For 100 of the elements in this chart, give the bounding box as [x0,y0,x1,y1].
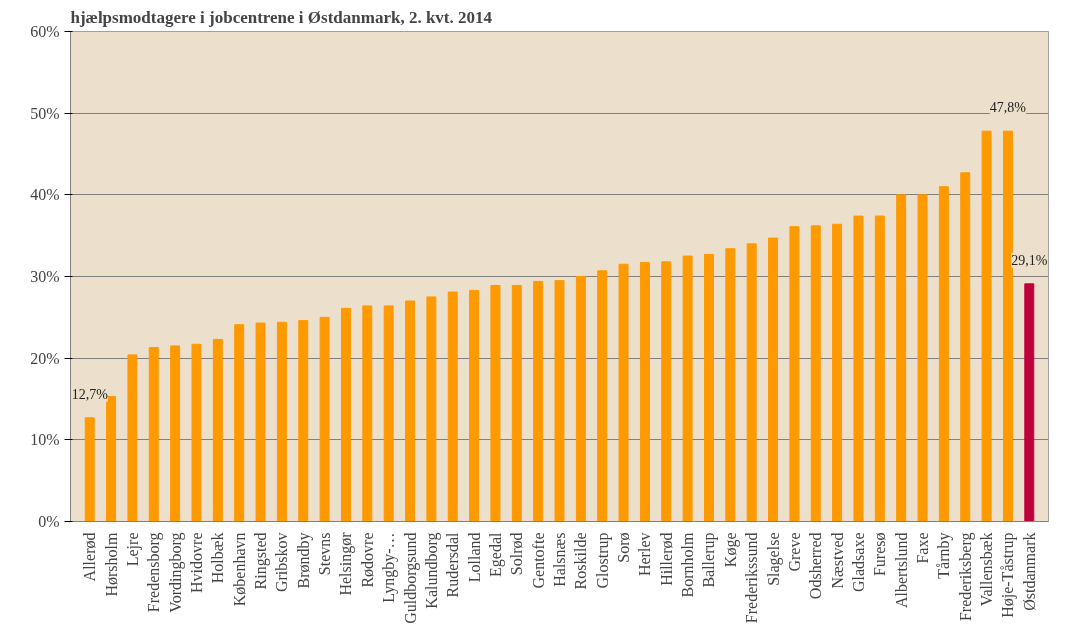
bar [768,237,779,522]
bar [469,289,480,522]
bar [938,186,949,522]
x-tick-label: Frederikssund [743,532,761,624]
x-tick-label: Lolland [465,532,483,583]
bar [554,280,565,522]
bar [703,253,714,522]
x-tick-label: Gladsaxe [849,532,867,593]
bar [810,225,821,522]
bar [960,172,971,522]
bar [874,215,885,522]
x-tick-label: Hillerød [657,532,675,586]
y-tick-label: 0% [38,513,60,530]
x-tick-label: Brøndby [294,532,313,589]
bar [661,261,672,522]
x-tick-label: Østdanmark [1020,532,1038,611]
bar [981,130,992,522]
x-tick-label: Sorø [615,532,633,563]
x-tick-label: Lyngby-… [380,532,399,603]
x-tick-label: Furesø [871,532,889,577]
bar [319,316,330,522]
bar [746,243,757,522]
x-tick-label: Rødovre [358,532,376,588]
bar [170,345,181,522]
bar [832,223,843,522]
x-tick-label: Slagelse [764,532,783,586]
bar [127,354,138,522]
x-tick-label: Frederiksberg [956,532,975,622]
bar [212,338,223,522]
bar [789,226,800,522]
x-tick-label: Gentofte [529,532,547,589]
bar [255,322,266,522]
x-tick-label: Guldborgsund [401,532,420,624]
bar [426,296,437,522]
x-tick-label: Tårnby [935,532,954,579]
x-tick-label: Stevns [316,532,334,576]
x-tick-label: Gribskov [273,532,291,593]
x-tick-label: Halsnæs [551,532,568,587]
bar [234,324,245,522]
y-tick-label: 50% [30,104,60,122]
bar [597,270,608,522]
x-tick-label: Kalundborg [422,532,441,609]
x-tick-label: Køge [721,532,740,568]
x-tick-label: Allerød [81,532,99,582]
data-label: 12,7% [71,386,109,402]
bar [84,417,95,522]
bar [639,262,650,522]
data-label: 29,1% [1011,252,1048,268]
y-tick-label: 20% [30,349,60,367]
bar [276,321,287,522]
x-tick-label: Glostrup [593,532,612,589]
bar [682,255,693,522]
x-tick-label: Albertslund [892,532,910,609]
bar [106,396,117,522]
chart-title: hjælpsmodtagere i jobcentrene i Østdanmark, 2. kvt. 2014 [70,7,493,27]
bar [1024,283,1035,522]
x-tick-label: Hørsholm [102,531,120,597]
x-tick-label: Høje-Tåstrup [999,532,1018,618]
x-tick-label: Helsingør [337,531,356,596]
x-tick-label: Lejre [123,532,142,567]
x-tick-label: Faxe [914,532,932,564]
bar [191,343,202,522]
bar [575,276,586,522]
bar [362,305,373,522]
x-tick-label: Hvidovre [187,532,205,593]
bar [896,194,907,522]
bar [148,347,159,522]
bar [853,215,864,522]
bar [447,291,458,522]
x-tick-label: Roskilde [572,532,590,590]
x-tick-label: Odsherred [807,532,825,600]
bar [1002,130,1013,522]
bar [340,307,351,522]
x-tick-label: Holbæk [209,532,227,584]
x-tick-label: Solrød [508,532,526,576]
bar [618,263,629,522]
x-tick-label: Greve [785,532,803,572]
data-label: 47,8% [989,100,1027,116]
bar [490,284,501,522]
y-tick-label: 60% [30,23,60,40]
x-tick-label: Egedal [486,531,505,577]
x-tick-label: Bornholm [679,531,697,598]
x-tick-label: Ringsted [252,532,271,590]
bar [383,305,394,522]
x-tick-label: Vallensbæk [978,532,996,607]
bar [533,280,544,522]
bar [725,248,736,522]
x-tick-label: Rudersdal [444,531,462,598]
x-tick-label: Vordingborg [166,532,185,613]
bar [917,194,928,522]
y-tick-label: 40% [30,186,60,204]
bar [405,300,416,522]
x-tick-label: Fredensborg [145,532,164,613]
bar [511,284,522,522]
x-tick-label: Herlev [636,532,654,577]
bar [298,320,309,522]
x-tick-label: Ballerup [700,532,719,588]
y-tick-label: 30% [30,268,60,285]
y-tick-label: 10% [30,431,60,449]
x-tick-label: Næstved [828,532,846,589]
